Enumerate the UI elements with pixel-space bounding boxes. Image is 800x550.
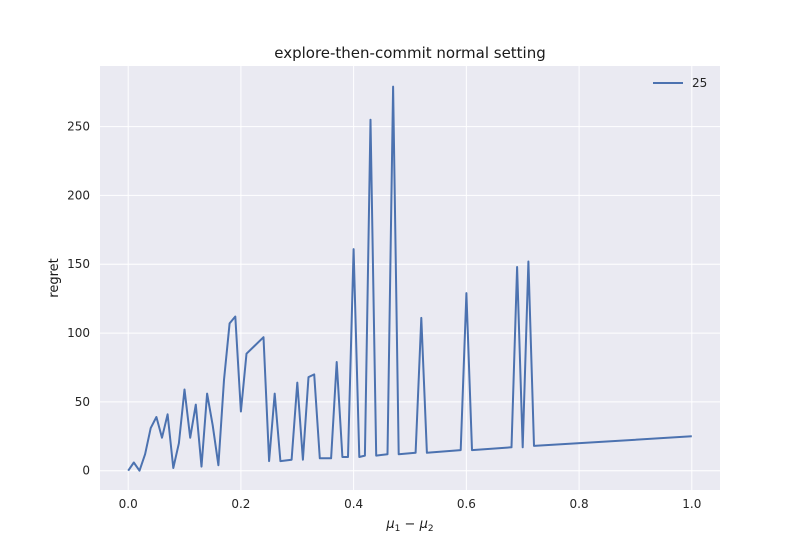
y-tick-labels: 0 50 100 150 200 250 [67,120,90,478]
legend-label: 25 [692,76,707,90]
x-tick-label: 0.6 [457,497,476,511]
x-tick-label: 0.0 [119,497,138,511]
series-line-25 [127,85,692,472]
series-layer [127,85,692,472]
x-axis-label: μ1 − μ2 [385,517,433,534]
x-tick-label: 1.0 [682,497,701,511]
legend: 25 [653,76,707,90]
y-tick-label: 100 [67,326,90,340]
x-tick-labels: 0.0 0.2 0.4 0.6 0.8 1.0 [119,497,702,511]
x-tick-label: 0.4 [344,497,363,511]
x-tick-label: 0.2 [231,497,250,511]
plot-area [100,66,720,490]
y-tick-label: 250 [67,120,90,134]
y-tick-label: 150 [67,257,90,271]
y-tick-label: 200 [67,188,90,202]
y-tick-label: 0 [82,464,90,478]
y-axis-label: regret [47,258,62,297]
y-tick-label: 50 [75,395,90,409]
chart-title: explore-then-commit normal setting [274,44,546,62]
x-tick-label: 0.8 [570,497,589,511]
